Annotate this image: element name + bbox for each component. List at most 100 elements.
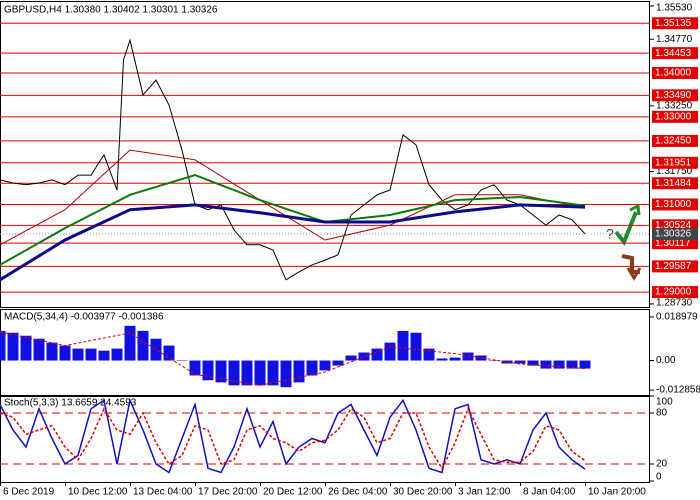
macd-bar: [137, 330, 149, 361]
y-tick-label: 1.34770: [656, 34, 693, 45]
macd-bar: [397, 330, 409, 361]
level-label: 1.29000: [655, 287, 692, 298]
panel-title: MACD(5,34,4) -0.003977 -0.001386: [4, 312, 164, 323]
stoch-line: [0, 406, 586, 470]
x-tick-label: 10 Jan 20:00: [588, 487, 646, 498]
level-label-box: [652, 237, 698, 250]
level-label: 1.30524: [655, 220, 692, 231]
level-label: 1.29587: [655, 261, 692, 272]
macd-bar: [293, 360, 305, 383]
macd-bar: [202, 360, 214, 381]
x-tick-label: 6 Dec 2019: [3, 487, 55, 498]
macd-bar: [254, 360, 266, 386]
macd-bar: [241, 360, 253, 386]
macd-bar: [514, 360, 526, 364]
level-label-box: [652, 47, 698, 60]
x-tick-label: 26 Dec 04:00: [328, 487, 388, 498]
y-tick-label: 80: [656, 408, 668, 419]
level-label: 1.33000: [655, 111, 692, 122]
macd-bar: [462, 352, 474, 361]
macd-bar: [319, 360, 331, 371]
up-arrow: [614, 211, 638, 246]
macd-bar: [59, 345, 71, 361]
panel-title: Stoch(5,3,3) 13.6659 24.4593: [4, 398, 137, 409]
level-label: 1.34453: [655, 48, 692, 59]
macd-bar: [332, 360, 344, 366]
macd-bar: [501, 360, 513, 364]
macd-bar: [0, 330, 6, 361]
macd-bar: [228, 360, 240, 386]
level-label: 1.33490: [655, 90, 692, 101]
macd-bar: [7, 332, 19, 361]
level-label: 1.31484: [655, 178, 692, 189]
moving-average: [0, 174, 586, 266]
level-label: 1.35135: [655, 18, 692, 29]
macd-bar: [163, 345, 175, 361]
y-tick-label: 0.00: [656, 355, 676, 366]
macd-bar: [566, 360, 578, 369]
macd-bar: [345, 355, 357, 361]
level-label-box: [652, 89, 698, 102]
panel-title: GBPUSD,H4 1.30380 1.30402 1.30301 1.3032…: [4, 5, 218, 16]
macd-bar: [124, 325, 136, 361]
macd-bar: [553, 360, 565, 369]
level-label-box: [652, 66, 698, 79]
macd-bar: [111, 348, 123, 361]
signal-icons: ?: [606, 203, 642, 281]
macd-bar: [72, 348, 84, 361]
main-panel: [0, 1, 650, 308]
level-label-box: [652, 17, 698, 30]
level-label: 1.30117: [655, 238, 691, 249]
macd-bar: [410, 332, 422, 361]
last-price-box: [652, 227, 698, 240]
level-label-box: [652, 110, 698, 123]
y-tick-label: -0.012858: [656, 385, 700, 396]
macd-bar: [527, 360, 539, 366]
macd-bar: [267, 360, 279, 386]
y-tick-label: 0.018979: [656, 312, 698, 323]
macd-bar: [540, 360, 552, 369]
down-arrow-head: [626, 267, 642, 281]
level-label: 1.32450: [655, 136, 692, 147]
y-tick-label: 0: [656, 472, 662, 483]
level-label-box: [652, 198, 698, 211]
level-label-box: [652, 156, 698, 169]
y-tick-label: 1.31750: [656, 166, 693, 177]
up-arrow-head: [629, 203, 641, 216]
macd-bar: [579, 360, 591, 369]
last-price-label: 1.30326: [655, 229, 692, 240]
macd-bar: [189, 360, 201, 376]
y-tick-label: 1.28730: [656, 298, 693, 309]
macd-bar: [46, 342, 58, 361]
macd-bar: [33, 338, 45, 361]
x-tick-label: 20 Dec 12:00: [263, 487, 323, 498]
level-label-box: [652, 286, 698, 299]
y-tick-label: 20: [656, 459, 668, 470]
stoch-panel: [0, 396, 650, 483]
x-tick-label: 8 Jan 04:00: [523, 487, 576, 498]
macd-bar: [176, 360, 188, 362]
macd-bar: [423, 348, 435, 361]
price-line: [0, 38, 586, 281]
macd-bar: [85, 348, 97, 361]
macd-bar: [475, 355, 487, 361]
macd-bar: [371, 348, 383, 361]
stoch-line: [0, 397, 586, 474]
macd-bar: [215, 360, 227, 383]
macd-bar: [20, 335, 32, 361]
moving-average: [0, 149, 586, 246]
level-label: 1.31000: [655, 199, 692, 210]
macd-bar: [384, 342, 396, 361]
y-tick-label: 1.35530: [656, 3, 693, 14]
macd-bar: [150, 338, 162, 361]
y-tick-label: 1.33250: [656, 100, 693, 111]
moving-average: [0, 203, 586, 282]
level-label-box: [652, 260, 698, 273]
macd-bar: [488, 360, 500, 362]
x-tick-label: 30 Dec 20:00: [393, 487, 453, 498]
level-label: 1.34000: [655, 68, 692, 79]
y-tick-label: 100: [656, 397, 673, 408]
macd-bar: [449, 357, 461, 361]
